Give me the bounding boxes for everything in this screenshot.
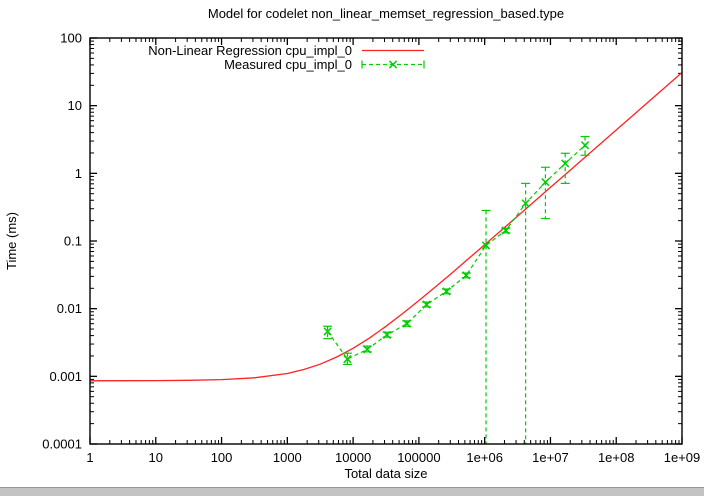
- legend-label-regression: Non-Linear Regression cpu_impl_0: [148, 43, 352, 58]
- measured-point-marker: [382, 330, 392, 339]
- regression-line: [89, 72, 683, 382]
- legend: Non-Linear Regression cpu_impl_0 Measure…: [148, 43, 425, 72]
- y-tick-label: 0.01: [57, 301, 82, 316]
- x-tick-label: 1e+09: [664, 450, 701, 465]
- x-tick-label: 100: [211, 450, 233, 465]
- measured-point-marker: [521, 199, 530, 208]
- chart-title: Model for codelet non_linear_memset_regr…: [208, 6, 564, 21]
- measured-point-marker: [462, 271, 471, 280]
- y-axis-label: Time (ms): [4, 212, 19, 270]
- y-tick-label: 100: [60, 31, 82, 46]
- legend-label-measured: Measured cpu_impl_0: [224, 57, 352, 72]
- x-tick-label: 1000: [273, 450, 302, 465]
- measured-point-marker: [402, 319, 411, 328]
- measured-point-marker: [442, 287, 451, 296]
- x-axis-label: Total data size: [344, 466, 427, 481]
- measured-point-marker: [580, 141, 590, 150]
- measured-point-marker: [561, 159, 570, 168]
- measured-point-marker: [501, 226, 510, 235]
- plot-border: [89, 37, 683, 445]
- axis-tick-labels: 1 10 100 1000 10000 100000 1e+06 1e+07 1e+08 1e+0…: [42, 31, 700, 466]
- measured-point-marker: [323, 327, 332, 336]
- measured-point-marker: [541, 178, 550, 187]
- x-tick-label: 1e+07: [532, 450, 569, 465]
- y-tick-label: 1: [75, 166, 82, 181]
- window-bottom-scrollbar-track: [0, 487, 704, 496]
- y-tick-label: 0.0001: [42, 437, 82, 452]
- y-tick-label: 0.1: [64, 234, 82, 249]
- x-tick-label: 1e+08: [598, 450, 635, 465]
- y-tick-label: 10: [68, 98, 82, 113]
- y-tick-label: 0.001: [49, 369, 82, 384]
- data-markers: [323, 141, 590, 364]
- measured-point-marker: [422, 300, 431, 309]
- x-tick-label: 1: [86, 450, 93, 465]
- axis-ticks: [89, 37, 683, 445]
- measured-point-marker: [363, 345, 372, 354]
- measured-line: [327, 144, 586, 360]
- legend-sample-measured-line: [361, 60, 425, 69]
- chart-series: [89, 72, 683, 444]
- x-tick-label: 1e+06: [466, 450, 503, 465]
- legend-measured-marker: [388, 60, 398, 69]
- error-bars: [323, 135, 590, 444]
- x-tick-label: 10: [149, 450, 163, 465]
- measured-point-marker: [343, 354, 352, 364]
- x-tick-label: 100000: [397, 450, 440, 465]
- measured-point-marker: [481, 241, 491, 250]
- x-tick-label: 10000: [335, 450, 371, 465]
